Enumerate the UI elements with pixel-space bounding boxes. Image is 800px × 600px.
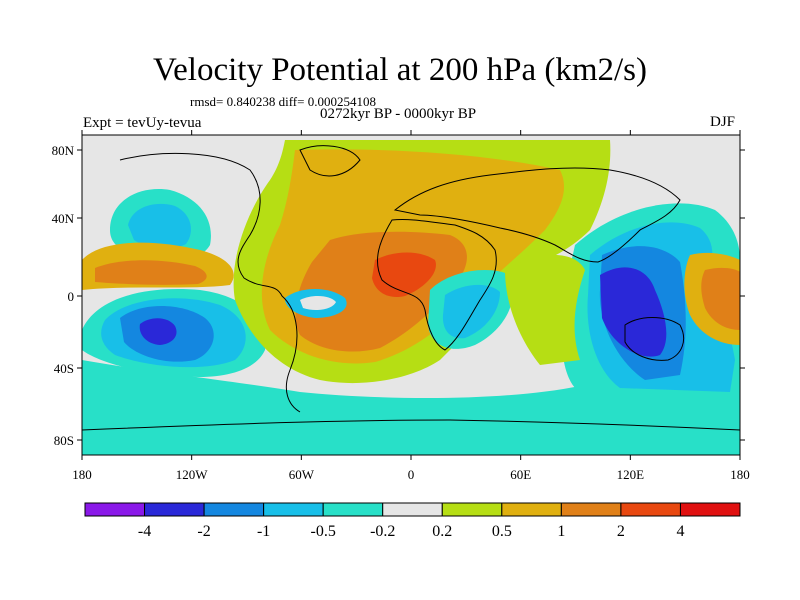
- colorbar-swatch: [620, 502, 681, 517]
- contour-indian-green: [505, 255, 585, 365]
- colorbar-label: 1: [557, 523, 565, 540]
- colorbar-label: -0.2: [370, 523, 395, 540]
- colorbar-label: 4: [676, 523, 684, 540]
- colorbar-swatch: [560, 502, 622, 517]
- colorbar: -4 -2 -1 -0.5 -0.2 0.2 0.5 1 2 4: [84, 502, 741, 540]
- lat-tick-label: 40S: [54, 361, 74, 376]
- colorbar-swatch: [501, 502, 562, 517]
- lat-tick-label: 40N: [52, 211, 75, 226]
- colorbar-swatch: [144, 502, 205, 517]
- coast-africa: [376, 219, 497, 351]
- contour-north-pacific-cyan: [128, 203, 191, 249]
- lat-tick-label: 80N: [52, 143, 75, 158]
- colorbar-label: -2: [197, 523, 210, 540]
- contour-south-teal: [82, 360, 740, 400]
- lon-axis: 180 120W 60W 0 60E 120E 180: [72, 130, 750, 482]
- colorbar-label: 0.5: [492, 523, 512, 540]
- lon-tick-label: 180: [72, 467, 92, 482]
- colorbar-swatch: [382, 502, 443, 517]
- colorbar-swatch: [441, 502, 503, 517]
- period-label: 0272kyr BP - 0000kyr BP: [320, 106, 477, 122]
- colorbar-swatch: [679, 502, 741, 517]
- lon-tick-label: 180: [730, 467, 750, 482]
- lon-tick-label: 120E: [617, 467, 645, 482]
- lat-tick-label: 0: [68, 289, 75, 304]
- colorbar-label: -1: [257, 523, 270, 540]
- coast-eurasia: [393, 167, 681, 263]
- colorbar-label: 2: [617, 523, 625, 540]
- coast-greenland: [299, 145, 361, 177]
- colorbar-label: -0.5: [311, 523, 336, 540]
- lon-tick-label: 60E: [510, 467, 531, 482]
- lat-axis: 80N 40N 0 40S 80S: [52, 143, 745, 448]
- contour-atlantic-neutral: [300, 296, 336, 310]
- coast-antarctica: [82, 419, 740, 431]
- map-field: [82, 135, 740, 455]
- contour-southern-teal: [82, 398, 740, 455]
- season-label: DJF: [710, 114, 736, 130]
- lon-tick-label: 0: [408, 467, 415, 482]
- colorbar-label: -4: [138, 523, 151, 540]
- colorbar-swatch: [263, 502, 324, 517]
- lon-tick-label: 60W: [289, 467, 315, 482]
- contour-pacific-dark-blue: [139, 318, 177, 345]
- map-title: Velocity Potential at 200 hPa (km2/s): [152, 52, 648, 88]
- contour-pacific-orange: [95, 260, 207, 285]
- colorbar-label: 0.2: [432, 523, 452, 540]
- contour-indian-cyan: [442, 284, 500, 339]
- coastlines: [82, 145, 740, 431]
- coast-americas: [119, 152, 301, 413]
- contour-east-pacific-orange: [701, 267, 740, 330]
- colorbar-swatch: [322, 502, 384, 517]
- contour-africa-red: [372, 252, 436, 298]
- coast-australia: [624, 317, 684, 361]
- contour-east-dark-blue: [600, 267, 667, 357]
- stats-label: rmsd= 0.840238 diff= 0.000254108: [190, 94, 376, 109]
- colorbar-swatch: [203, 502, 265, 517]
- lon-tick-label: 120W: [176, 467, 209, 482]
- experiment-label: Expt = tevUy-tevua: [83, 115, 202, 131]
- lat-tick-label: 80S: [54, 433, 74, 448]
- colorbar-swatch: [84, 502, 146, 517]
